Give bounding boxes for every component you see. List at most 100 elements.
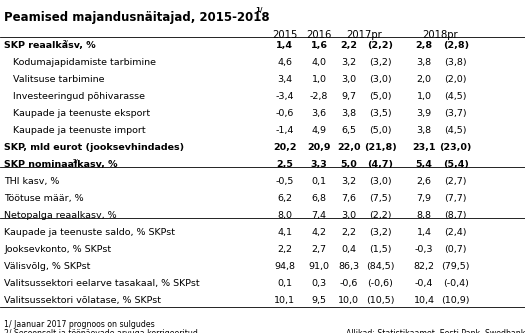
Text: 94,8: 94,8 xyxy=(274,262,295,271)
Text: (2,4): (2,4) xyxy=(445,228,467,237)
Text: 1,0: 1,0 xyxy=(312,75,327,84)
Text: 3,3: 3,3 xyxy=(311,160,328,169)
Text: -0,6: -0,6 xyxy=(340,279,358,288)
Text: -0,6: -0,6 xyxy=(275,109,294,118)
Text: 1,4: 1,4 xyxy=(417,228,432,237)
Text: 2,7: 2,7 xyxy=(312,245,327,254)
Text: (8,7): (8,7) xyxy=(445,211,467,220)
Text: (5,4): (5,4) xyxy=(443,160,469,169)
Text: 3,8: 3,8 xyxy=(417,58,432,67)
Text: 8,0: 8,0 xyxy=(277,211,292,220)
Text: 4,6: 4,6 xyxy=(277,58,292,67)
Text: Valitsussektori võlatase, % SKPst: Valitsussektori võlatase, % SKPst xyxy=(4,296,161,305)
Text: (23,0): (23,0) xyxy=(439,143,472,152)
Text: 10,4: 10,4 xyxy=(414,296,435,305)
Text: -0,4: -0,4 xyxy=(415,279,434,288)
Text: (3,2): (3,2) xyxy=(369,58,392,67)
Text: Välisvõlg, % SKPst: Välisvõlg, % SKPst xyxy=(4,262,91,271)
Text: 5,4: 5,4 xyxy=(416,160,433,169)
Text: (84,5): (84,5) xyxy=(366,262,394,271)
Text: 3,4: 3,4 xyxy=(277,75,292,84)
Text: 82,2: 82,2 xyxy=(414,262,435,271)
Text: 2,5: 2,5 xyxy=(276,160,293,169)
Text: (5,0): (5,0) xyxy=(369,126,391,135)
Text: -0,3: -0,3 xyxy=(415,245,434,254)
Text: (2,7): (2,7) xyxy=(445,177,467,186)
Text: 9,5: 9,5 xyxy=(312,296,327,305)
Text: 1/: 1/ xyxy=(255,7,262,13)
Text: (21,8): (21,8) xyxy=(364,143,396,152)
Text: 0,3: 0,3 xyxy=(312,279,327,288)
Text: 23,1: 23,1 xyxy=(413,143,436,152)
Text: 6,5: 6,5 xyxy=(341,126,356,135)
Text: 2/ Sesoonselt ja tööpäevade arvuga korrigeeritud: 2/ Sesoonselt ja tööpäevade arvuga korri… xyxy=(4,329,198,333)
Text: Valitsussektori eelarve tasakaal, % SKPst: Valitsussektori eelarve tasakaal, % SKPs… xyxy=(4,279,200,288)
Text: (2,2): (2,2) xyxy=(369,211,391,220)
Text: 5,0: 5,0 xyxy=(340,160,357,169)
Text: (0,7): (0,7) xyxy=(445,245,467,254)
Text: (2,0): (2,0) xyxy=(445,75,467,84)
Text: 4,0: 4,0 xyxy=(312,58,327,67)
Text: 1,0: 1,0 xyxy=(417,92,432,101)
Text: 2015: 2015 xyxy=(272,30,297,40)
Text: (-0,4): (-0,4) xyxy=(443,279,469,288)
Text: 4,2: 4,2 xyxy=(312,228,327,237)
Text: 0,1: 0,1 xyxy=(312,177,327,186)
Text: 0,4: 0,4 xyxy=(341,245,356,254)
Text: Netopalga reaalkasv, %: Netopalga reaalkasv, % xyxy=(4,211,117,220)
Text: Investeeringud põhivarasse: Investeeringud põhivarasse xyxy=(4,92,145,101)
Text: Töötuse määr, %: Töötuse määr, % xyxy=(4,194,84,203)
Text: 86,3: 86,3 xyxy=(338,262,359,271)
Text: 91,0: 91,0 xyxy=(309,262,330,271)
Text: 2016: 2016 xyxy=(307,30,332,40)
Text: 2,2: 2,2 xyxy=(340,41,357,50)
Text: SKP nominaalkasv, %: SKP nominaalkasv, % xyxy=(4,160,118,169)
Text: SKP reaalkasv, %: SKP reaalkasv, % xyxy=(4,41,96,50)
Text: (3,5): (3,5) xyxy=(369,109,392,118)
Text: 7,6: 7,6 xyxy=(341,194,356,203)
Text: 6,8: 6,8 xyxy=(312,194,327,203)
Text: (7,5): (7,5) xyxy=(369,194,391,203)
Text: 7,9: 7,9 xyxy=(417,194,432,203)
Text: 2017pr: 2017pr xyxy=(346,30,382,40)
Text: SKP, mld eurot (jooksevhindades): SKP, mld eurot (jooksevhindades) xyxy=(4,143,184,152)
Text: (4,5): (4,5) xyxy=(445,92,467,101)
Text: 3,6: 3,6 xyxy=(312,109,327,118)
Text: 1,4: 1,4 xyxy=(276,41,293,50)
Text: Allikad: Statistikaamet, Eesti Pank, Swedbank: Allikad: Statistikaamet, Eesti Pank, Swe… xyxy=(345,329,525,333)
Text: (7,7): (7,7) xyxy=(445,194,467,203)
Text: 8,8: 8,8 xyxy=(417,211,432,220)
Text: 2,0: 2,0 xyxy=(417,75,432,84)
Text: -2,8: -2,8 xyxy=(310,92,329,101)
Text: 6,2: 6,2 xyxy=(277,194,292,203)
Text: 4,9: 4,9 xyxy=(312,126,327,135)
Text: (-0,6): (-0,6) xyxy=(367,279,393,288)
Text: 20,9: 20,9 xyxy=(308,143,331,152)
Text: 4,1: 4,1 xyxy=(277,228,292,237)
Text: Kaupade ja teenuste import: Kaupade ja teenuste import xyxy=(4,126,146,135)
Text: 2,2: 2,2 xyxy=(341,228,356,237)
Text: 2,8: 2,8 xyxy=(416,41,433,50)
Text: 2,2: 2,2 xyxy=(277,245,292,254)
Text: (79,5): (79,5) xyxy=(442,262,470,271)
Text: (4,7): (4,7) xyxy=(367,160,393,169)
Text: 3,2: 3,2 xyxy=(341,177,356,186)
Text: Kodumajapidamiste tarbimine: Kodumajapidamiste tarbimine xyxy=(4,58,156,67)
Text: (2,2): (2,2) xyxy=(367,41,393,50)
Text: 10,1: 10,1 xyxy=(274,296,295,305)
Text: (3,8): (3,8) xyxy=(444,58,467,67)
Text: 2/: 2/ xyxy=(73,159,79,164)
Text: (1,5): (1,5) xyxy=(369,245,391,254)
Text: 2,6: 2,6 xyxy=(417,177,432,186)
Text: 20,2: 20,2 xyxy=(273,143,296,152)
Text: 9,7: 9,7 xyxy=(341,92,356,101)
Text: (10,9): (10,9) xyxy=(442,296,470,305)
Text: Kaupade ja teenuste eksport: Kaupade ja teenuste eksport xyxy=(4,109,150,118)
Text: (5,0): (5,0) xyxy=(369,92,391,101)
Text: (4,5): (4,5) xyxy=(445,126,467,135)
Text: -1,4: -1,4 xyxy=(275,126,294,135)
Text: Valitsuse tarbimine: Valitsuse tarbimine xyxy=(4,75,104,84)
Text: 0,1: 0,1 xyxy=(277,279,292,288)
Text: -0,5: -0,5 xyxy=(275,177,294,186)
Text: (3,7): (3,7) xyxy=(444,109,467,118)
